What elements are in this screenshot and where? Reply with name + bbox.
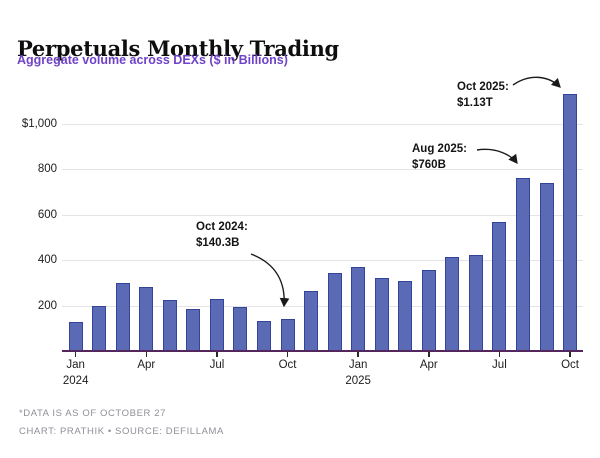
page-title: Perpetuals Monthly Trading	[17, 36, 339, 62]
x-axis-label: Jan	[348, 359, 368, 371]
arrow-oct-2024	[250, 253, 290, 308]
annotation-line: $1.13T	[457, 97, 493, 109]
y-axis-label-400: 400	[37, 254, 57, 266]
bar-feb-2024	[92, 305, 107, 351]
arrow-oct-2025	[512, 76, 561, 88]
x-axis-label: Oct	[561, 359, 579, 371]
bar-may-2025	[445, 257, 460, 351]
gridline-1000	[62, 123, 583, 125]
arrow-aug-2025	[476, 148, 518, 164]
annotation-oct-2025: Oct 2025: $1.13T	[457, 79, 509, 111]
bar-aug-2024	[233, 307, 248, 351]
bar-apr-2025	[421, 269, 436, 351]
y-axis-label-600: 600	[37, 208, 57, 221]
x-axis-year-label: 2025	[345, 375, 371, 387]
gridline-800	[62, 169, 583, 170]
x-axis-label: Apr	[419, 359, 438, 371]
bar-apr-2024	[139, 287, 154, 351]
x-axis-tick	[569, 351, 571, 357]
x-axis-label: Jul	[209, 359, 225, 371]
gridline-400	[62, 260, 583, 261]
annotation-line: $760B	[412, 159, 446, 171]
bar-aug-2025	[515, 178, 530, 351]
x-axis-label: Apr	[137, 359, 156, 371]
bar-feb-2025	[374, 277, 389, 351]
bar-mar-2024	[115, 283, 130, 351]
x-axis-tick	[428, 351, 430, 357]
annotation-line: Oct 2024:	[196, 221, 248, 233]
x-axis-label: Jan	[66, 359, 85, 371]
footnote: *DATA IS AS OF OCTOBER 27	[19, 408, 166, 419]
annotation-line: $140.3B	[196, 237, 240, 249]
x-axis-tick	[74, 351, 77, 357]
bar-jan-2024	[68, 322, 83, 351]
credits: CHART: PRATHIK • SOURCE: DEFILLAMA	[19, 426, 224, 437]
x-axis-tick	[216, 351, 218, 357]
annotation-aug-2025: Aug 2025: $760B	[412, 141, 467, 173]
gridline-200	[62, 305, 583, 307]
bar-jul-2024	[209, 299, 224, 351]
x-axis-tick	[145, 351, 148, 357]
y-axis-label-1000: $1,000	[21, 117, 57, 130]
bar-jan-2025	[351, 267, 366, 351]
y-axis-label-800: 800	[37, 163, 57, 175]
bar-sep-2025	[539, 182, 554, 351]
bar-may-2024	[162, 300, 177, 351]
x-axis-tick	[357, 351, 359, 357]
chart-subtitle: Aggregate volume across DEXs ($ in Billi…	[17, 53, 288, 67]
bar-sep-2024	[257, 321, 272, 351]
gridline-600	[62, 214, 583, 216]
bar-jun-2024	[186, 308, 201, 351]
annotation-line: Oct 2025:	[457, 81, 509, 93]
x-axis-label: Jul	[492, 359, 507, 371]
y-axis-label-200: 200	[37, 299, 57, 312]
bar-jun-2025	[468, 255, 483, 351]
x-axis-tick	[286, 351, 289, 357]
x-axis-year-label: 2024	[62, 375, 89, 387]
bar-dec-2024	[327, 272, 342, 351]
bar-jul-2025	[492, 221, 507, 351]
bar-mar-2025	[398, 280, 413, 351]
x-axis-tick	[498, 351, 501, 357]
x-axis-line	[62, 350, 583, 352]
bar-nov-2024	[304, 290, 319, 351]
bar-oct-2025	[563, 93, 578, 351]
annotation-line: Aug 2025:	[412, 143, 467, 155]
bar-oct-2024	[280, 319, 295, 351]
x-axis-label: Oct	[278, 359, 297, 371]
annotation-oct-2024: Oct 2024: $140.3B	[196, 219, 248, 251]
